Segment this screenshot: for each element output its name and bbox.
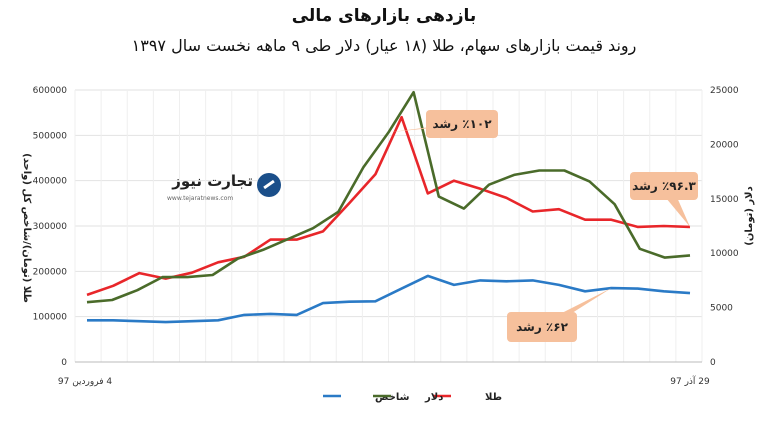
left-tick-label: 500000 [33,131,68,141]
callout: ٪۹۶.۳ رشد [630,172,698,227]
left-tick-label: 100000 [33,313,68,323]
right-tick-label: 15000 [710,195,739,205]
right-tick-label: 20000 [710,140,739,150]
chart-title: بازدهی بازارهای مالی [291,6,477,26]
legend: طلا شاخص دلار [323,392,502,403]
x-end-label: 29 آذر 97 [670,375,710,387]
left-tick-label: 0 [61,358,67,368]
brand-logo: تجارت نیوز www.tejaratnews.com [165,170,283,210]
callout: ٪۶۲ رشد [507,288,612,342]
callout-box [507,312,577,342]
callout-box [426,110,498,138]
series-lines [86,90,691,324]
left-axis-ticks: 0 100000 200000 300000 400000 500000 600000 [33,86,68,368]
chart-subtitle: روند قیمت بازارهای سهام، طلا (۱۸ عیار) د… [131,36,637,55]
left-tick-label: 300000 [33,222,68,232]
left-tick-label: 400000 [33,177,68,187]
right-tick-label: 0 [710,358,716,368]
series-line-2 [87,274,691,324]
right-axis-title: دلار (تومان) [744,186,755,245]
legend-label: دلار [424,392,443,403]
right-tick-label: 5000 [710,304,733,314]
grid-lines [74,89,703,363]
x-start-label: 4 فروردین 97 [58,377,113,387]
callout-label: ٪۱۰۲ رشد [432,117,492,131]
callouts: ٪۱۰۲ رشد ٪۹۶.۳ رشد ٪۶۲ رشد [388,110,698,342]
callout-label: ٪۹۶.۳ رشد [632,179,696,193]
left-axis-title: طلا (تومان)/شاخص کل (واحد) [21,153,32,303]
series-line-3 [86,90,691,304]
right-tick-label: 10000 [710,249,739,259]
callout-label: ٪۶۲ رشد [516,320,568,334]
legend-label: طلا [485,392,502,403]
logo-name: تجارت نیوز [172,172,253,190]
callout-pointer [656,186,690,227]
logo-mark-icon [257,173,281,197]
right-tick-label: 25000 [710,86,739,96]
series-line-1 [86,115,691,297]
left-tick-label: 200000 [33,267,68,277]
logo-url: www.tejaratnews.com [167,195,234,202]
callout-box [630,172,698,200]
callout: ٪۱۰۲ رشد [388,110,498,138]
right-axis-ticks: 0 5000 10000 15000 20000 25000 [710,86,739,368]
legend-label: شاخص [375,392,410,403]
left-tick-label: 600000 [33,86,68,96]
